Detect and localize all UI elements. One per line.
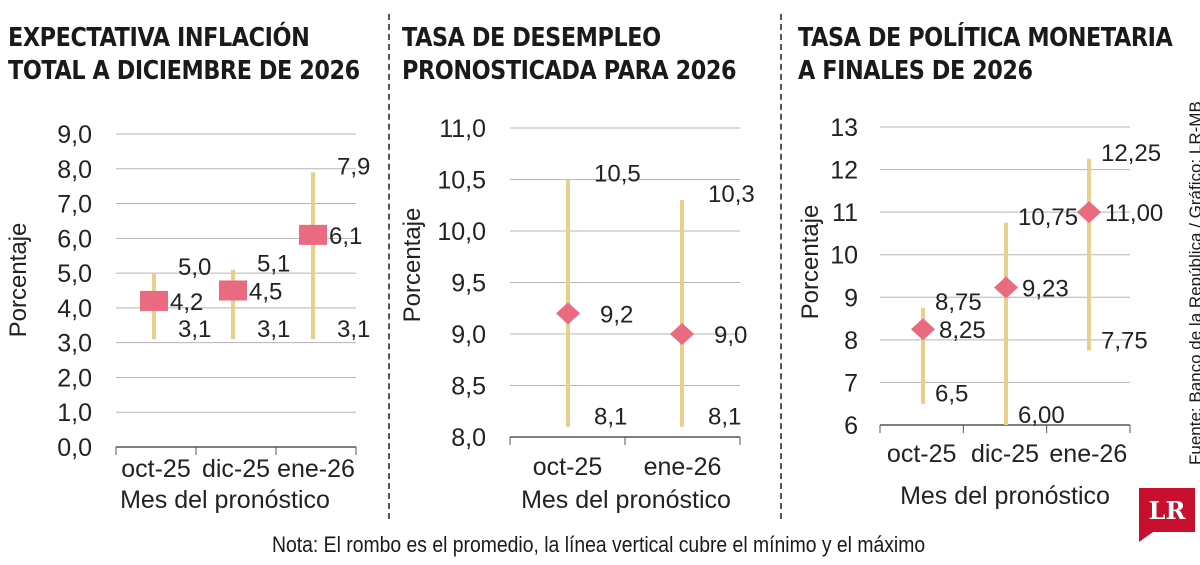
chart-1-category-1: dic-25 <box>202 455 270 483</box>
chart-2-max-label-1: 10,3 <box>708 181 755 208</box>
panel-divider-2 <box>780 14 782 519</box>
chart-2-ytick-2: 9,0 <box>451 321 486 349</box>
chart-2-ytick-5: 10,5 <box>437 167 486 195</box>
chart-2-title-line-1: TASA DE DESEMPLEO <box>402 23 661 53</box>
panel-divider-1 <box>388 14 390 519</box>
chart-1-mean-label-0: 4,2 <box>170 289 203 316</box>
chart-3-ytick-2: 8 <box>844 327 858 355</box>
chart-1-title-line-1: EXPECTATIVA INFLACIÓN <box>8 23 310 53</box>
chart-3-category-2: ene-26 <box>1049 440 1127 468</box>
chart-3-ytick-6: 12 <box>830 157 858 185</box>
chart-2-ytick-6: 11,0 <box>439 115 486 143</box>
chart-2-min-label-1: 8,1 <box>708 404 741 431</box>
chart-3-ylabel: Porcentaje <box>797 205 824 320</box>
chart-1-max-label-1: 5,1 <box>257 251 290 278</box>
chart-3-max-label-1: 10,75 <box>1018 204 1078 231</box>
chart-1-max-label-2: 7,9 <box>337 153 370 180</box>
chart-3-min-label-0: 6,5 <box>935 381 968 408</box>
chart-3-mean-marker-2 <box>1077 201 1101 224</box>
chart-1-mean-label-2: 6,1 <box>329 223 362 250</box>
chart-1-title: EXPECTATIVA INFLACIÓN TOTAL A DICIEMBRE … <box>8 22 360 88</box>
chart-1-mean-label-1: 4,5 <box>249 279 282 306</box>
chart-3-mean-marker-0 <box>911 318 935 341</box>
chart-1-ytick-9: 9,0 <box>57 121 92 149</box>
chart-3-ytick-5: 11 <box>832 199 858 227</box>
chart-3-mean-marker-1 <box>994 276 1018 299</box>
source-credit: Fuente: Banco de la República / Gráfico:… <box>1186 101 1200 465</box>
chart-2-category-0: oct-25 <box>533 453 602 481</box>
chart-1-ytick-0: 0,0 <box>57 434 92 462</box>
chart-3-title-line-2: A FINALES DE 2026 <box>798 56 1033 86</box>
chart-1-ytick-7: 7,0 <box>57 191 92 219</box>
chart-3-ytick-7: 13 <box>830 114 858 142</box>
chart-1-category-0: oct-25 <box>121 455 190 483</box>
chart-1-ytick-1: 1,0 <box>57 399 92 427</box>
chart-1-min-label-1: 3,1 <box>257 316 290 343</box>
chart-1-min-label-0: 3,1 <box>178 316 211 343</box>
chart-2-ylabel: Porcentaje <box>399 208 426 323</box>
chart-2-title: TASA DE DESEMPLEO PRONOSTICADA PARA 2026 <box>402 22 737 88</box>
chart-2-ytick-1: 8,5 <box>451 373 486 401</box>
chart-1-mean-marker-1 <box>219 280 247 301</box>
chart-1-category-2: ene-26 <box>277 455 355 483</box>
chart-3-title-line-1: TASA DE POLÍTICA MONETARIA <box>798 23 1173 53</box>
chart-3-xlabel: Mes del pronóstico <box>900 482 1110 510</box>
chart-2-xlabel: Mes del pronóstico <box>521 486 731 514</box>
chart-3-max-label-2: 12,25 <box>1101 140 1161 167</box>
chart-1-ytick-3: 3,0 <box>57 330 92 358</box>
chart-3-ytick-4: 10 <box>830 242 858 270</box>
chart-3-ytick-3: 9 <box>844 284 858 312</box>
chart-3-max-label-0: 8,75 <box>935 289 982 316</box>
lr-logo: LR <box>1139 488 1195 532</box>
chart-3-min-label-2: 7,75 <box>1101 328 1148 355</box>
chart-2-ytick-0: 8,0 <box>451 424 486 452</box>
chart-note: Nota: El rombo es el promedio, la línea … <box>272 532 926 557</box>
chart-3-min-label-1: 6,00 <box>1018 402 1065 429</box>
chart-1-mean-marker-2 <box>299 224 327 245</box>
chart-2-title-line-2: PRONOSTICADA PARA 2026 <box>402 56 737 86</box>
chart-3-mean-label-0: 8,25 <box>939 317 986 344</box>
chart-3-category-0: oct-25 <box>887 440 956 468</box>
chart-2-min-label-0: 8,1 <box>594 404 627 431</box>
chart-2-mean-marker-1 <box>670 323 694 345</box>
chart-1-mean-marker-0 <box>140 290 168 311</box>
chart-3-title: TASA DE POLÍTICA MONETARIA A FINALES DE … <box>798 22 1173 88</box>
chart-2-max-label-0: 10,5 <box>594 161 641 188</box>
chart-1-ytick-5: 5,0 <box>57 260 92 288</box>
chart-1-xlabel: Mes del pronóstico <box>120 486 330 514</box>
chart-2-mean-label-0: 9,2 <box>600 301 633 328</box>
chart-3-ytick-1: 7 <box>844 369 858 397</box>
chart-1-max-label-0: 5,0 <box>178 254 211 281</box>
chart-1-ytick-4: 4,0 <box>57 295 92 323</box>
chart-3-mean-label-1: 9,23 <box>1022 275 1069 302</box>
lr-logo-tail <box>1139 532 1153 542</box>
chart-2-mean-marker-0 <box>556 302 580 325</box>
chart-3-category-1: dic-25 <box>971 440 1039 468</box>
chart-1-ytick-2: 2,0 <box>57 364 92 392</box>
chart-3-mean-label-2: 11,00 <box>1105 200 1163 227</box>
chart-1-ytick-6: 6,0 <box>57 225 92 253</box>
chart-1-ylabel: Porcentaje <box>5 223 32 338</box>
chart-2-ytick-3: 9,5 <box>451 270 486 298</box>
chart-2-ytick-4: 10,0 <box>437 218 486 246</box>
chart-1-ytick-8: 8,0 <box>57 156 92 184</box>
chart-2-mean-label-1: 9,0 <box>714 322 747 349</box>
chart-3-ytick-0: 6 <box>844 412 858 440</box>
chart-2-category-1: ene-26 <box>644 453 722 481</box>
chart-1-min-label-2: 3,1 <box>337 316 370 343</box>
chart-1-title-line-2: TOTAL A DICIEMBRE DE 2026 <box>8 56 360 86</box>
